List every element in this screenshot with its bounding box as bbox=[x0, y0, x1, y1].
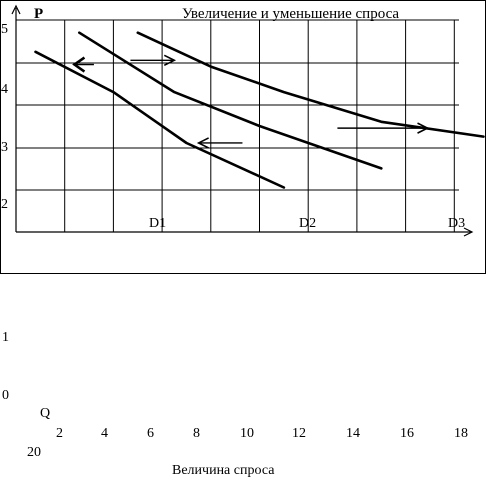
x-axis-label: Величина спроса bbox=[172, 463, 275, 478]
shift-arrow-head-left bbox=[196, 137, 209, 149]
x-tick-label: 18 bbox=[454, 426, 468, 441]
y-tick-label: 4 bbox=[1, 82, 8, 97]
y-tick-label: 5 bbox=[1, 22, 8, 37]
x-tick-label: 16 bbox=[400, 426, 414, 441]
chart-title: Увеличение и уменьшение спроса bbox=[182, 6, 399, 22]
y-tick-label: 2 bbox=[1, 197, 8, 212]
series-line-D2 bbox=[78, 31, 383, 170]
shift-arrow-head-left bbox=[72, 56, 86, 73]
y-tick-label: 3 bbox=[1, 140, 8, 155]
series-label-D2: D2 bbox=[299, 216, 316, 231]
series-label-D1: D1 bbox=[149, 216, 166, 231]
series-line-D3 bbox=[136, 31, 485, 138]
grid bbox=[15, 19, 459, 233]
axes bbox=[11, 4, 474, 237]
series-label-D3: D3 bbox=[448, 216, 465, 231]
lower-tick-label: 1 bbox=[2, 330, 9, 345]
x-tick-label: 8 bbox=[193, 426, 200, 441]
lower-tick-label: 0 bbox=[2, 388, 9, 403]
x-tick-label: 10 bbox=[240, 426, 254, 441]
demand-chart: P Увеличение и уменьшение спроса 5 4 3 2 D1 D2 D… bbox=[0, 0, 486, 274]
x-axis-arrowhead bbox=[463, 227, 474, 237]
x-tick-label: 12 bbox=[292, 426, 306, 441]
x-tick-label: 2 bbox=[56, 426, 63, 441]
y-axis-arrowhead bbox=[11, 4, 21, 15]
demand-curves bbox=[34, 31, 485, 189]
shift-arrow-head-right bbox=[163, 54, 177, 66]
shift-arrows bbox=[72, 54, 430, 149]
chart-border bbox=[0, 0, 486, 274]
x-tick-label: 6 bbox=[147, 426, 154, 441]
series-line-D1 bbox=[34, 50, 286, 189]
shift-arrow-head-right bbox=[417, 122, 430, 134]
y-axis-label: P bbox=[34, 6, 43, 22]
q-label: Q bbox=[40, 406, 51, 421]
x-tick-label: 4 bbox=[101, 426, 108, 441]
lower-tick-label: 20 bbox=[27, 445, 41, 460]
x-tick-label: 14 bbox=[346, 426, 360, 441]
chart-labels: P Увеличение и уменьшение спроса 5 4 3 2 D1 D2 D… bbox=[1, 6, 465, 231]
